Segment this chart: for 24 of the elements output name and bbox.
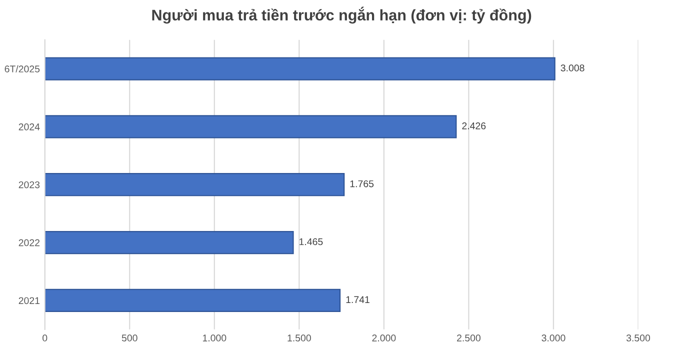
bar	[44, 288, 341, 312]
x-tick-label: 3.500	[626, 334, 650, 342]
x-tick-label: 1.000	[202, 334, 226, 342]
y-tick-label: 6T/2025	[4, 65, 40, 72]
y-tick-label: 2022	[18, 239, 40, 246]
y-tick-label: 2021	[18, 297, 40, 304]
x-tick-label: 2.500	[457, 334, 480, 342]
x-tick-label: 2.000	[372, 334, 396, 342]
y-tick-label: 2023	[18, 181, 40, 188]
x-tick-label: 3.000	[542, 334, 566, 342]
data-label: 1.465	[300, 238, 323, 246]
x-tick-label: 0	[42, 334, 48, 342]
data-label: 1.741	[346, 296, 370, 303]
y-tick-label: 2024	[18, 123, 40, 130]
chart-title: Người mua trả tiền trước ngắn hạn (đơn vị: tỷ đồng)	[152, 6, 532, 24]
data-label: 2.426	[462, 122, 486, 130]
bar	[44, 173, 345, 196]
data-label: 1.765	[350, 180, 374, 188]
bar	[44, 57, 556, 80]
x-tick-label: 500	[122, 334, 138, 342]
x-tick-label: 1.500	[288, 334, 311, 342]
bar	[44, 230, 294, 254]
bar	[44, 115, 457, 138]
data-label: 3.008	[560, 64, 584, 72]
